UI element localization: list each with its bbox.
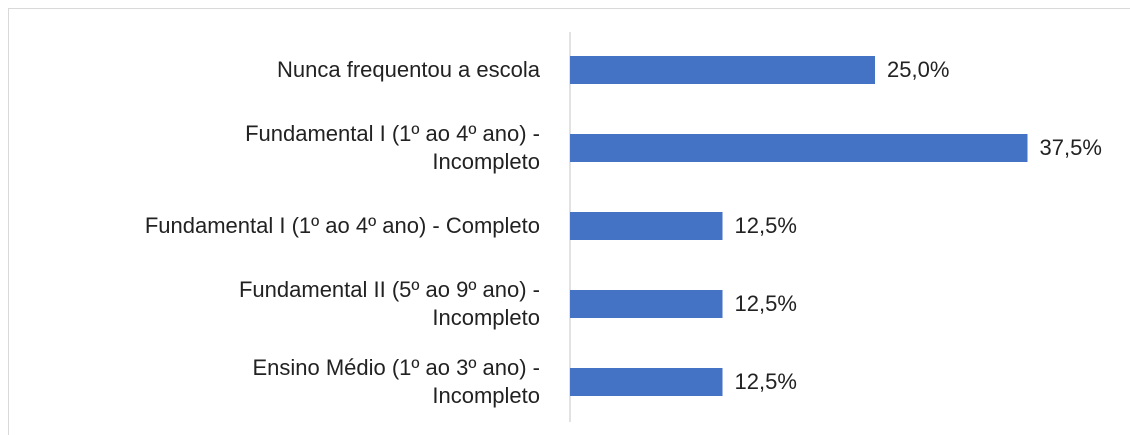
value-label: 12,5% <box>734 369 797 394</box>
category-label: Fundamental II (5º ao 9º ano) - Incomple… <box>238 277 540 330</box>
frame <box>8 8 1130 435</box>
value-label: 37,5% <box>1039 135 1102 160</box>
category-label: Fundamental I (1º ao 4º ano) - Completo <box>144 213 540 238</box>
category-label: Nunca frequentou a escola <box>277 57 540 82</box>
bar <box>570 134 1028 162</box>
category-label: Fundamental I (1º ao 4º ano) - Incomplet… <box>245 121 540 174</box>
value-label: 12,5% <box>734 291 797 316</box>
value-label: 25,0% <box>887 57 950 82</box>
category-label: Ensino Médio (1º ao 3º ano) - Incompleto <box>252 355 540 408</box>
bar <box>570 56 875 84</box>
bar <box>570 368 723 396</box>
value-label: 12,5% <box>734 213 797 238</box>
bar <box>570 290 723 318</box>
bar <box>570 212 723 240</box>
